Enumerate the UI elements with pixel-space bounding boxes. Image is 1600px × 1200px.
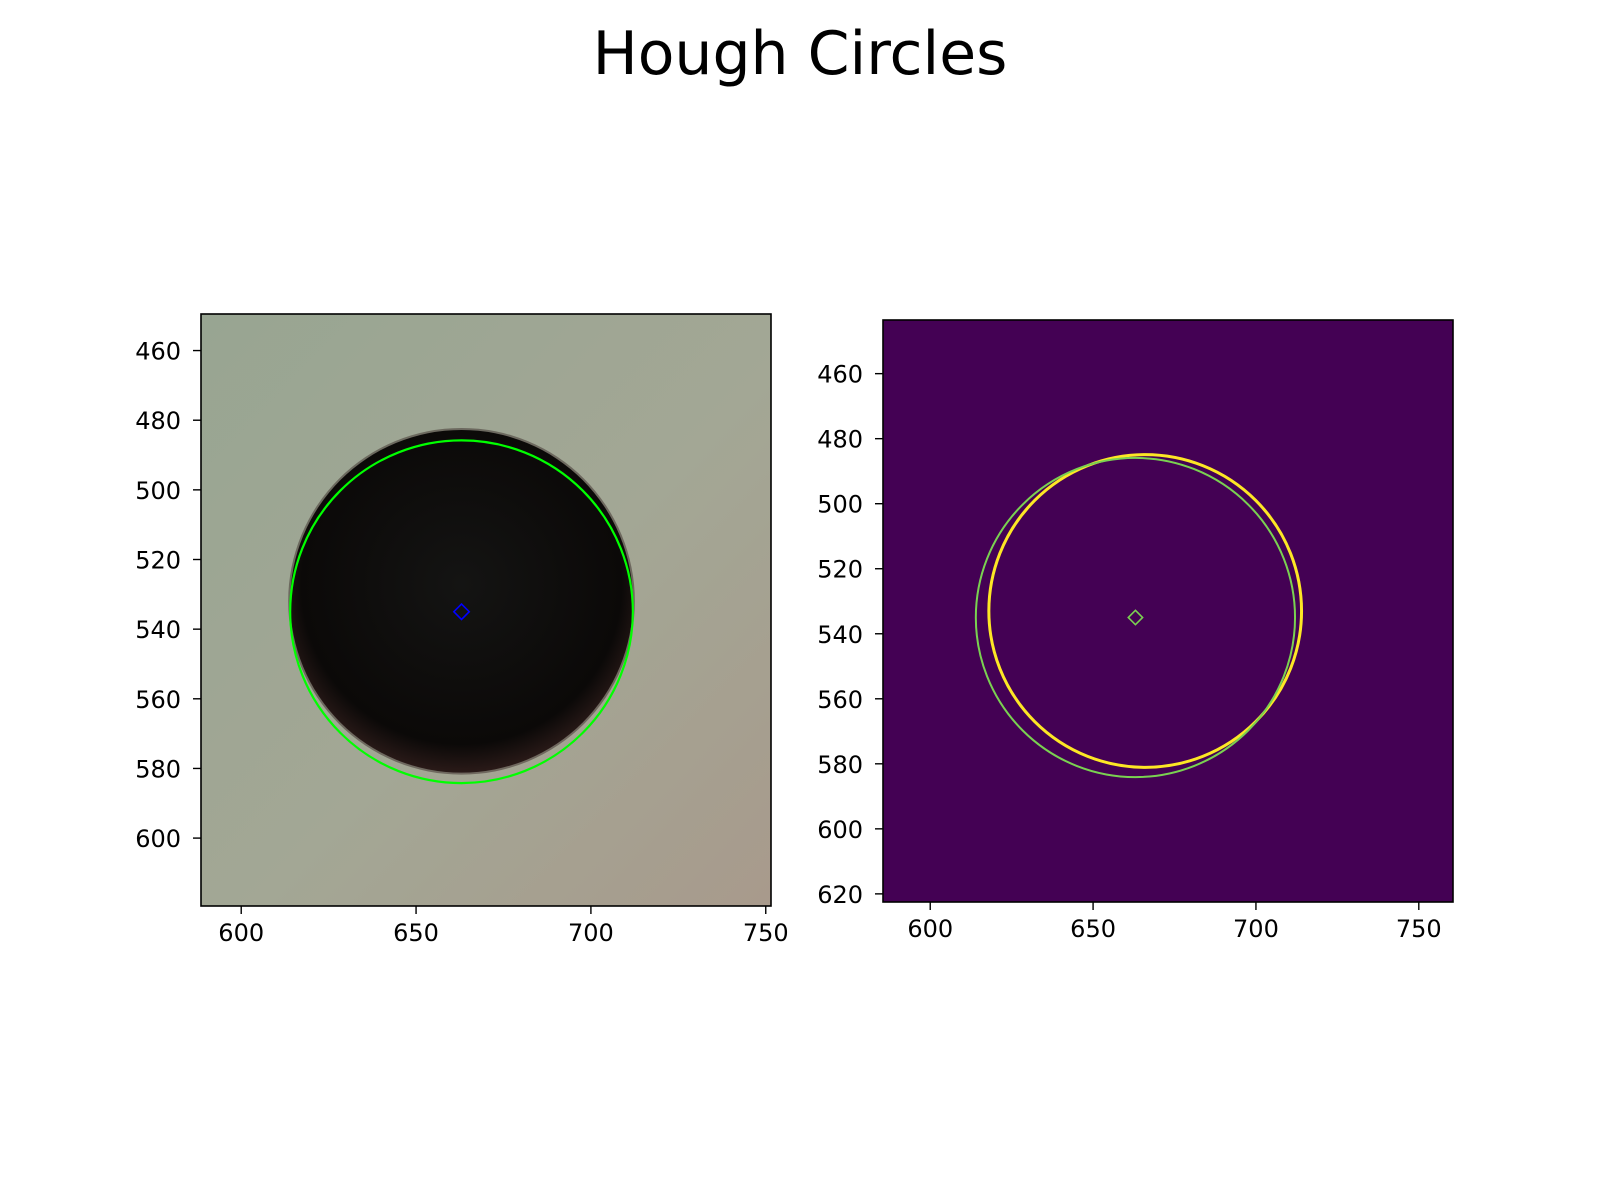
y-tick-label: 520	[817, 556, 863, 584]
y-tick-label: 600	[135, 825, 181, 853]
y-tick-label: 520	[135, 547, 181, 575]
panel-right-frame	[882, 319, 1454, 903]
panel-right-image	[883, 320, 1453, 902]
center-marker	[1127, 609, 1144, 626]
y-tick-label: 600	[817, 816, 863, 844]
y-tick-label: 500	[135, 477, 181, 505]
detected-circle	[289, 439, 634, 785]
y-tick-label: 580	[135, 755, 181, 783]
hole	[290, 429, 633, 773]
y-tick-label: 460	[135, 338, 181, 366]
panel-left-frame	[200, 313, 772, 907]
y-tick-label: 480	[135, 407, 181, 435]
center-marker	[452, 602, 471, 621]
y-tick-label: 560	[817, 686, 863, 714]
panel-left: 600 650 700 750 460 480 500 520 540 560 580 600	[135, 313, 789, 947]
y-tick-label: 540	[135, 616, 181, 644]
y-tick-label: 620	[817, 881, 863, 909]
figure-title: Hough Circles	[592, 19, 1008, 89]
y-tick-label: 540	[817, 621, 863, 649]
x-tick-label: 650	[1070, 915, 1116, 943]
x-tick-label: 750	[743, 919, 789, 947]
x-tick-label: 600	[218, 919, 264, 947]
y-tick-label: 500	[817, 491, 863, 519]
y-tick-label: 460	[817, 361, 863, 389]
y-tick-label: 480	[817, 426, 863, 454]
edge-background	[883, 320, 1453, 902]
edge-circle	[987, 453, 1304, 769]
x-tick-label: 750	[1396, 915, 1442, 943]
y-tick-label: 560	[135, 686, 181, 714]
x-tick-label: 700	[1233, 915, 1279, 943]
x-tick-label: 650	[393, 919, 439, 947]
y-tick-label: 580	[817, 751, 863, 779]
panel-right: 600 650 700 750 460 480 500 520 540 560 580 600 620	[817, 319, 1454, 943]
detected-circle	[974, 456, 1297, 779]
panel-left-image	[201, 314, 771, 906]
x-tick-label: 600	[907, 915, 953, 943]
x-tick-label: 700	[568, 919, 614, 947]
